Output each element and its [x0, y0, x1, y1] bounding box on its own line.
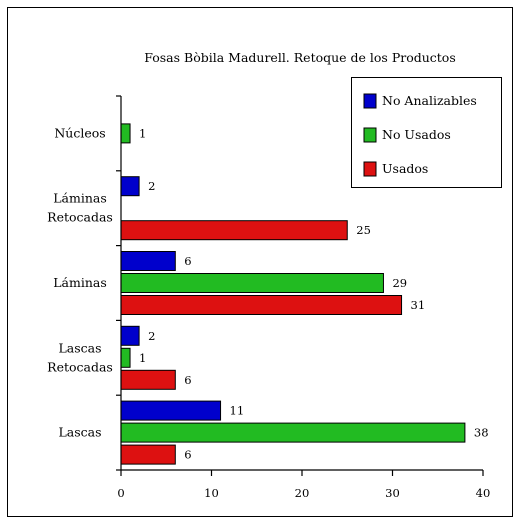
- category-label: Lascas: [58, 340, 101, 355]
- bar: [120, 251, 176, 271]
- data-label: 31: [411, 298, 426, 312]
- data-label: 29: [392, 276, 407, 290]
- legend: No Analizables No Usados Usados: [351, 77, 502, 188]
- legend-label: No Usados: [382, 127, 451, 142]
- data-label: 1: [139, 126, 146, 140]
- axes-layer: 0 10 20 30 40 Núcleos Láminas Retocadas Láminas L…: [47, 95, 491, 500]
- data-label: 1: [139, 351, 146, 365]
- bar: [120, 295, 403, 315]
- x-tick-label: 20: [295, 486, 310, 500]
- chart-frame: [7, 7, 513, 517]
- data-label: 2: [148, 329, 155, 343]
- legend-label: Usados: [382, 161, 428, 176]
- data-label: 2: [148, 179, 155, 193]
- data-label: 25: [356, 223, 371, 237]
- legend-swatch: [363, 127, 377, 143]
- bar: [120, 422, 466, 443]
- bar: [120, 444, 176, 465]
- category-label: Láminas: [53, 191, 107, 206]
- x-tick-label: 0: [117, 486, 124, 500]
- legend-swatch: [363, 161, 377, 177]
- data-label: 6: [184, 254, 191, 268]
- bar: [120, 325, 140, 346]
- category-label: Láminas: [53, 275, 107, 290]
- category-label: Núcleos: [54, 125, 105, 140]
- category-label: Lascas: [58, 425, 101, 440]
- data-label: 11: [230, 404, 245, 418]
- chart-title: Fosas Bòbila Madurell. Retoque de los Pr…: [144, 50, 456, 65]
- data-label: 6: [184, 448, 191, 462]
- x-tick-label: 30: [385, 486, 400, 500]
- data-label: 38: [474, 426, 489, 440]
- bar: [120, 369, 176, 390]
- bar: [120, 347, 131, 368]
- bar: [120, 176, 140, 197]
- data-label: 6: [184, 373, 191, 387]
- bar: [120, 123, 131, 144]
- bar: [120, 220, 348, 241]
- legend-label: No Analizables: [382, 93, 477, 108]
- category-label: Retocadas: [47, 210, 113, 225]
- legend-swatch: [363, 93, 377, 109]
- bar: [120, 273, 384, 293]
- x-tick-label: 40: [476, 486, 491, 500]
- legend-items: No Analizables No Usados Usados: [363, 93, 477, 177]
- category-label: Retocadas: [47, 359, 113, 374]
- x-tick-label: 10: [204, 486, 219, 500]
- bar: [120, 400, 222, 421]
